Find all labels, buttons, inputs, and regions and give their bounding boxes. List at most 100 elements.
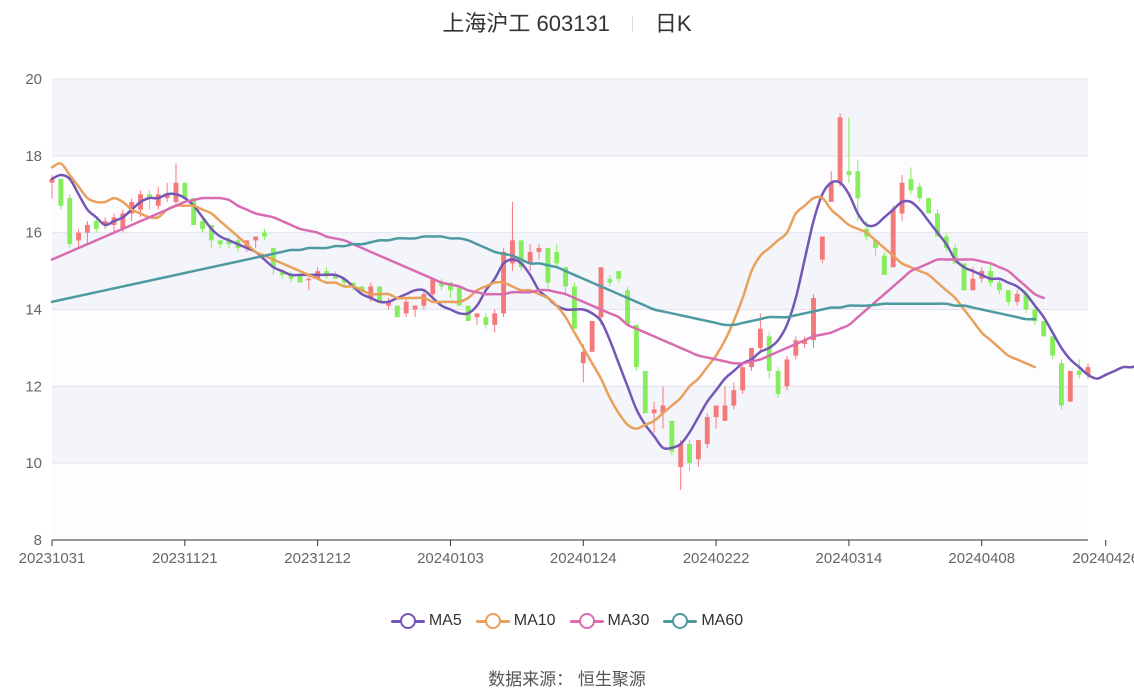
candle-body <box>270 248 276 268</box>
x-tick-label: 20240103 <box>417 550 484 567</box>
candle-body <box>961 263 967 291</box>
y-tick-label: 8 <box>34 532 42 549</box>
candle-body <box>890 209 896 268</box>
candle-body <box>731 390 737 406</box>
candle-body <box>341 278 347 283</box>
candle-body <box>571 286 577 329</box>
candle-body <box>802 340 808 345</box>
candle-body <box>492 313 498 325</box>
candle-body <box>306 278 312 281</box>
x-tick-label: 20240222 <box>683 550 750 567</box>
legend-item-ma10[interactable]: MA10 <box>475 612 556 630</box>
x-tick-label: 20240426 <box>1072 550 1134 567</box>
candle-body <box>430 278 436 295</box>
candle-body <box>935 213 940 237</box>
candle-body <box>279 271 285 275</box>
candle-body <box>518 240 524 268</box>
x-tick-label: 20231212 <box>284 550 351 567</box>
legend-item-ma60[interactable]: MA60 <box>663 612 743 630</box>
legend-marker-ma30 <box>569 613 604 629</box>
candle-body <box>616 271 622 279</box>
y-tick-label: 14 <box>25 302 42 319</box>
candle-body <box>819 236 825 260</box>
candle-body <box>952 248 958 264</box>
candle-body <box>908 178 914 191</box>
candle-body <box>1076 370 1082 375</box>
candle-body <box>598 267 604 318</box>
candle-body <box>642 370 648 414</box>
candle-body <box>510 240 515 264</box>
candle-body <box>102 221 108 225</box>
legend-marker-ma60 <box>663 613 698 629</box>
y-tick-label: 20 <box>25 71 42 88</box>
candle-body <box>421 294 427 306</box>
plot-band <box>52 232 1088 310</box>
candle-body <box>297 274 303 283</box>
candle-body <box>191 198 197 225</box>
ma-line-ma5 <box>50 173 1134 451</box>
candle-body <box>368 286 374 298</box>
candle-body <box>456 286 462 306</box>
candle-body <box>253 236 259 241</box>
candle-body <box>749 347 754 368</box>
x-tick-label: 20240124 <box>550 550 617 567</box>
candle-body <box>873 240 878 249</box>
ma-line-ma30 <box>50 196 1045 365</box>
legend-label-ma10: MA10 <box>513 612 556 629</box>
candle-body <box>76 232 81 241</box>
candle-body <box>722 405 728 421</box>
candle-body <box>146 194 152 199</box>
candle-body <box>607 278 613 283</box>
candle-body <box>67 198 73 245</box>
candle-body <box>563 267 569 287</box>
title-separator <box>631 16 633 32</box>
candle-body <box>687 443 692 464</box>
plot-band <box>52 309 1088 387</box>
candle-body <box>669 420 675 452</box>
period-label: 日K <box>654 11 692 36</box>
y-tick-label: 16 <box>25 225 42 242</box>
candle-body <box>58 178 64 206</box>
legend-label-ma5: MA5 <box>428 612 462 629</box>
candle-body <box>1067 370 1073 402</box>
y-tick-label: 10 <box>25 455 42 472</box>
chart-title: 上海沪工 603131 日K <box>0 6 1134 38</box>
candle-body <box>917 186 923 199</box>
candle-body <box>332 274 338 279</box>
x-tick-label: 20240408 <box>948 550 1015 567</box>
candle-body <box>527 251 533 264</box>
candle-body <box>403 301 409 314</box>
candle-body <box>997 282 1002 291</box>
candle-body <box>713 405 719 418</box>
candle-body <box>448 282 453 291</box>
candle-body <box>120 213 126 229</box>
candle-body <box>846 171 852 176</box>
ma-line-ma60 <box>50 235 1037 327</box>
candle-body <box>793 340 799 356</box>
candle-body <box>386 301 391 306</box>
candle-body <box>173 182 179 202</box>
legend-marker-ma10 <box>475 613 510 629</box>
candle-body <box>262 232 267 237</box>
y-tick-label: 12 <box>25 378 42 395</box>
candle-body <box>1059 363 1064 406</box>
ma-line-ma10 <box>50 162 1037 430</box>
candle-body <box>1085 367 1091 375</box>
candle-body <box>474 313 480 318</box>
candle-body <box>784 359 790 387</box>
candle-body <box>217 240 223 245</box>
candle-body <box>580 351 586 364</box>
candle-body <box>155 194 161 206</box>
legend-label-ma60: MA60 <box>701 612 744 629</box>
candle-body <box>1041 321 1047 337</box>
candle-body <box>84 224 90 233</box>
plot-band <box>52 79 1088 156</box>
plot-band <box>52 463 1088 540</box>
legend: MA5 MA10 MA30 MA60 <box>0 612 1134 630</box>
candle-body <box>660 405 666 414</box>
candle-body <box>412 305 418 310</box>
legend-item-ma5[interactable]: MA5 <box>390 612 462 630</box>
candle-body <box>208 224 214 241</box>
legend-item-ma30[interactable]: MA30 <box>569 612 649 630</box>
candle-body <box>678 443 684 468</box>
